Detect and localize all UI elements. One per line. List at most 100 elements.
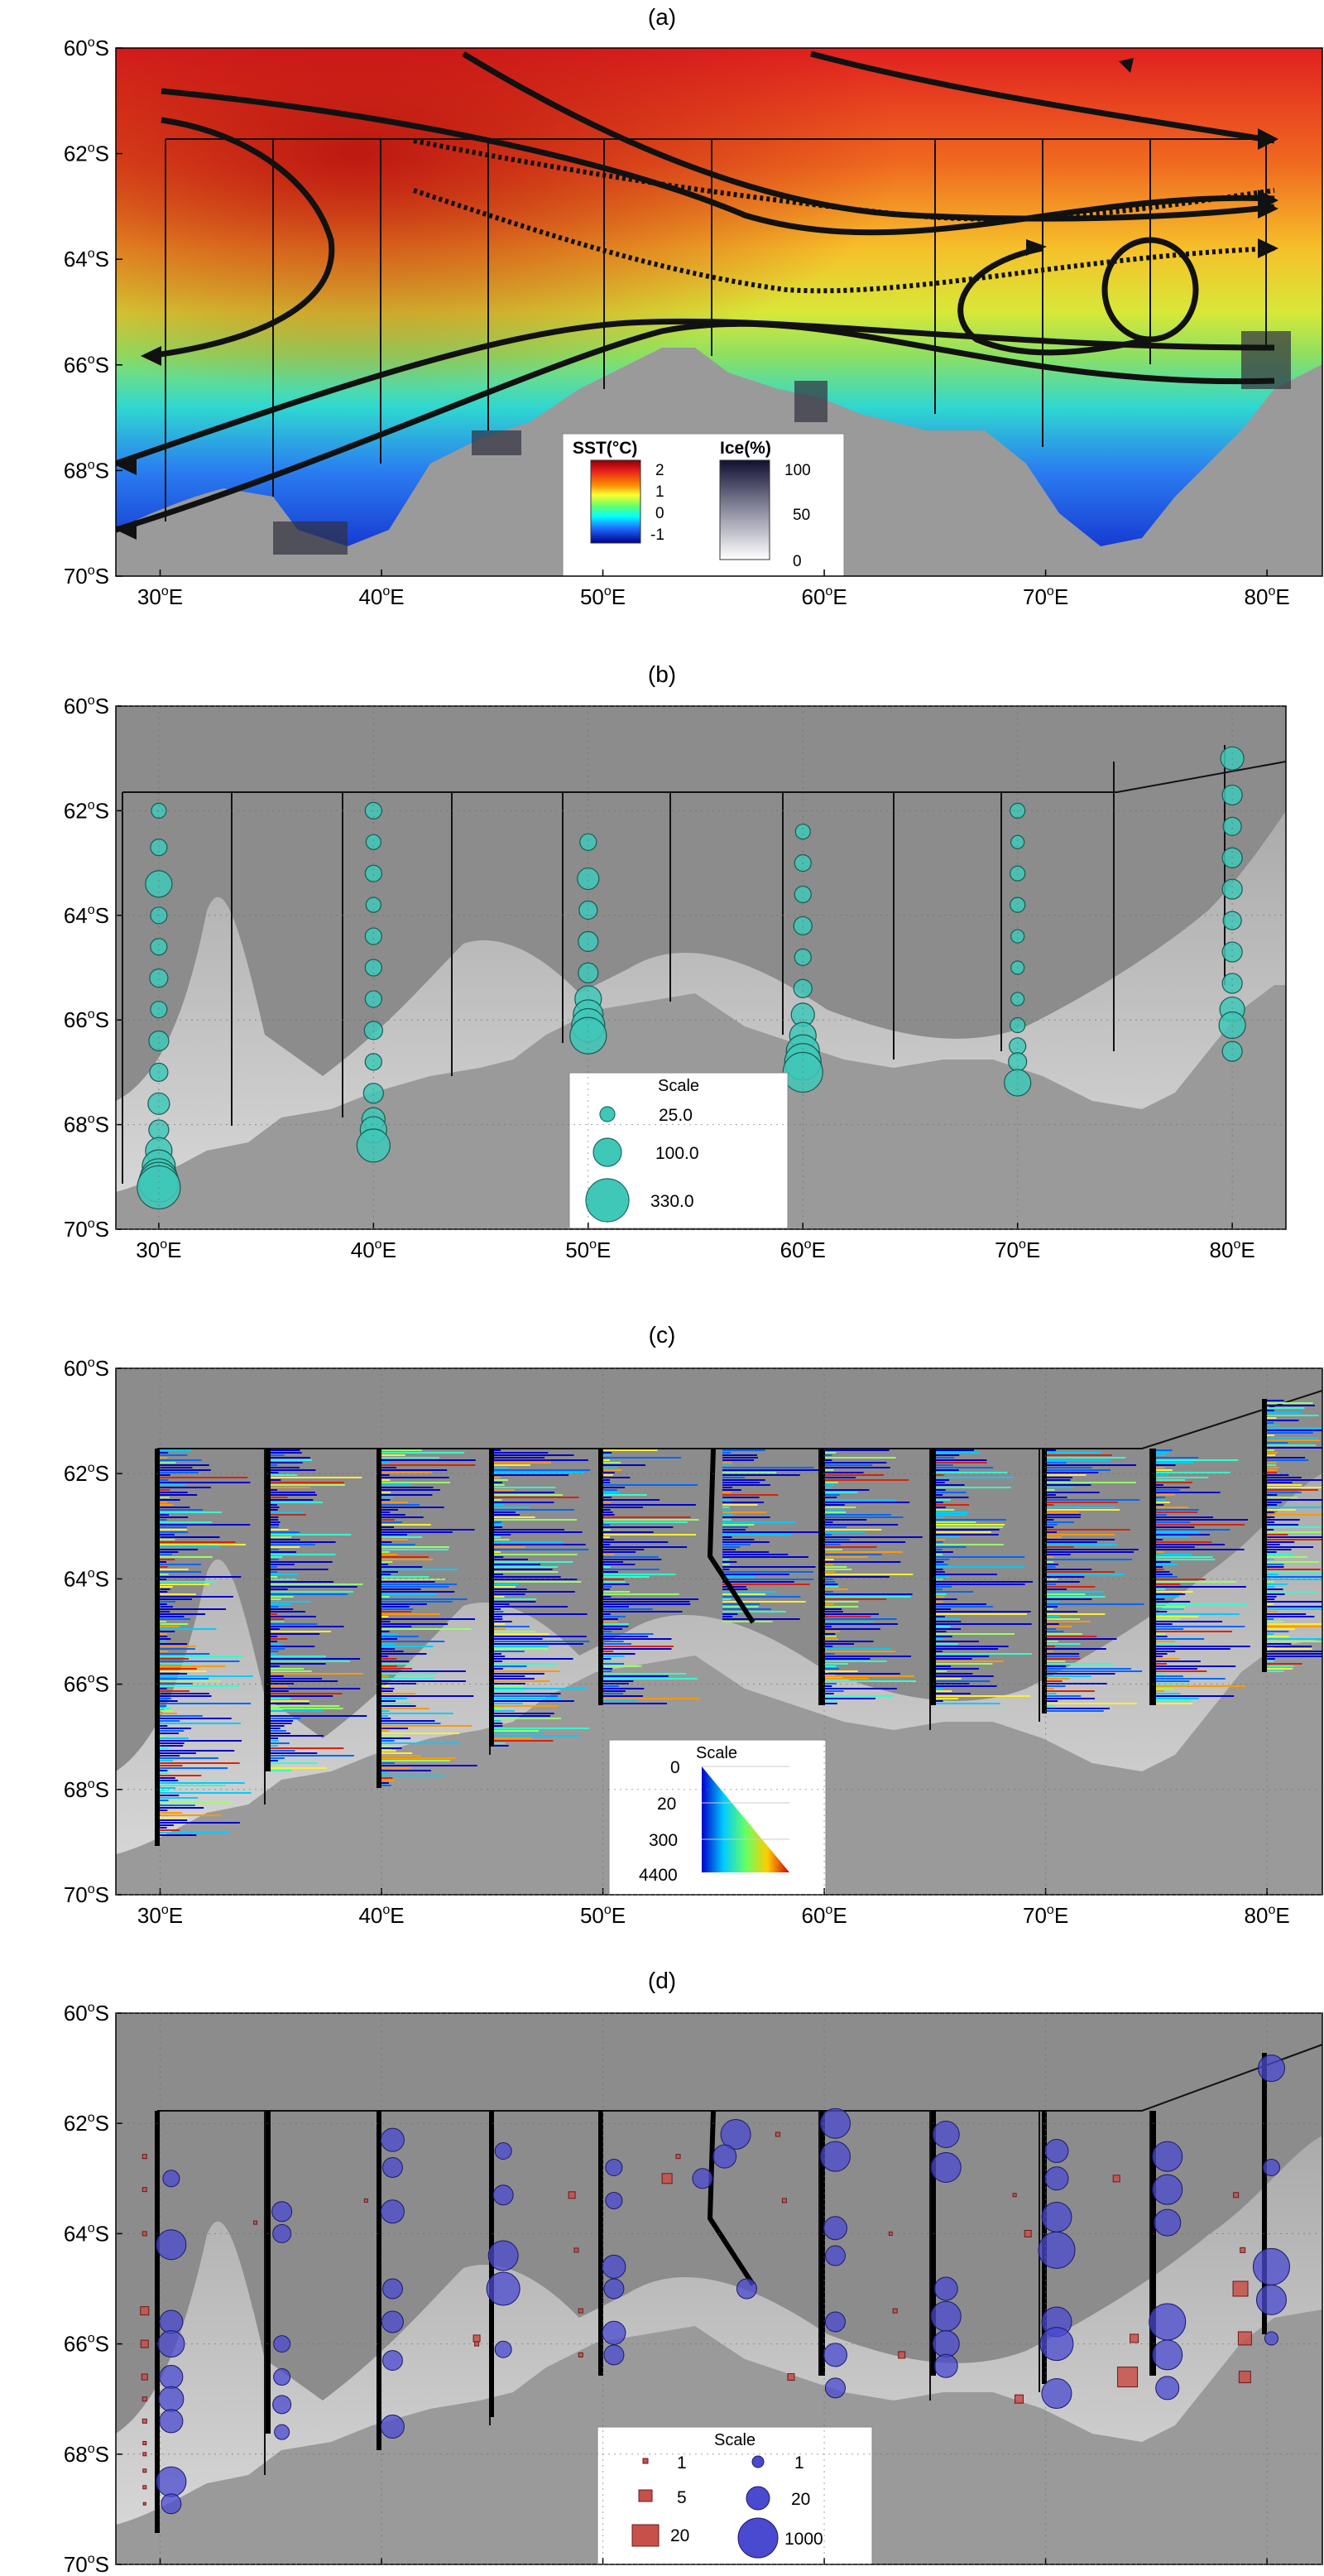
station-circle xyxy=(149,968,169,988)
abundance-circle xyxy=(159,2365,184,2390)
abundance-circle xyxy=(381,2310,404,2333)
legend-d-square-mid xyxy=(638,2489,653,2502)
x-tick-label: 60oE xyxy=(801,2573,847,2576)
abundance-square xyxy=(578,2308,583,2314)
abundance-square xyxy=(142,2502,146,2506)
panel-c-axes: 30oE 40oE 50oE 60oE 70oE 80oE 60oS 62oS 64oS 66oS… xyxy=(64,1356,1322,1928)
station-circle xyxy=(363,1021,383,1040)
sst-tick-1: 1 xyxy=(655,483,664,501)
ice-legend-title: Ice(%) xyxy=(720,439,771,458)
x-tick-label: 40oE xyxy=(358,1903,404,1928)
abundance-square xyxy=(781,2198,787,2204)
abundance-circle xyxy=(494,2340,512,2358)
station-circle xyxy=(1221,878,1243,900)
station-circle xyxy=(794,824,811,840)
panel-d: (d) xyxy=(64,1968,1323,2576)
x-tick-label: 40oE xyxy=(358,584,404,609)
panel-c-legend: Scale 0 20 300 4400 xyxy=(608,1739,827,1895)
station-circle xyxy=(1010,992,1025,1007)
x-tick-label: 60oE xyxy=(801,1903,847,1928)
x-tick-label: 70oE xyxy=(1023,584,1068,609)
abundance-square xyxy=(892,2308,898,2314)
abundance-circle xyxy=(933,2353,958,2378)
x-tick-label: 50oE xyxy=(580,584,626,609)
panel-d-tag: (d) xyxy=(648,1968,676,1993)
station-circle xyxy=(794,885,812,904)
x-tick-label: 80oE xyxy=(1245,584,1290,609)
y-tick-label: 68oS xyxy=(64,1113,109,1137)
abundance-circle xyxy=(494,2142,512,2160)
abundance-circle xyxy=(1038,2231,1076,2269)
abundance-circle xyxy=(720,2119,751,2151)
abundance-square xyxy=(568,2191,576,2199)
backscatter-transects xyxy=(160,1400,1322,1836)
station-circle xyxy=(365,834,381,850)
sst-tick-0: 2 xyxy=(655,462,664,479)
legend-b-item-0: 25.0 xyxy=(659,1106,693,1125)
legend-d-title: Scale xyxy=(714,2431,756,2449)
abundance-circle xyxy=(1039,2327,1074,2362)
abundance-circle xyxy=(1149,2303,1187,2341)
ice-tick-0: 100 xyxy=(784,462,811,479)
abundance-circle xyxy=(823,2216,847,2241)
abundance-circle xyxy=(271,2201,293,2223)
abundance-square xyxy=(141,2373,148,2381)
abundance-square xyxy=(888,2231,893,2236)
abundance-circle xyxy=(933,2276,958,2301)
station-circle xyxy=(794,948,812,966)
abundance-square xyxy=(142,2485,147,2490)
sst-tick-3: -1 xyxy=(650,526,664,544)
station-circle xyxy=(150,938,168,956)
legend-c-item-2: 300 xyxy=(649,1831,678,1850)
x-tick-label: 60oE xyxy=(780,1238,826,1262)
abundance-circle xyxy=(824,2245,846,2266)
abundance-circle xyxy=(1041,2201,1072,2232)
abundance-square xyxy=(1012,2193,1017,2198)
abundance-circle xyxy=(1264,2331,1278,2346)
abundance-square xyxy=(1237,2331,1252,2346)
y-tick-label: 70oS xyxy=(64,564,109,589)
abundance-circle xyxy=(692,2168,713,2189)
abundance-circle xyxy=(930,2300,962,2332)
x-tick-label: 80oE xyxy=(1245,2573,1290,2576)
y-tick-label: 64oS xyxy=(64,247,109,272)
abundance-circle xyxy=(1252,2247,1290,2285)
station-circle xyxy=(1010,834,1025,849)
y-tick-label: 70oS xyxy=(64,2552,109,2576)
y-tick-label: 62oS xyxy=(64,142,109,166)
station-circle xyxy=(577,867,600,891)
abundance-square xyxy=(1014,2394,1024,2404)
legend-c-item-0: 0 xyxy=(670,1758,680,1777)
legend-c-item-3: 4400 xyxy=(639,1866,678,1885)
legend-d-circle-large xyxy=(737,2517,779,2559)
x-tick-label: 30oE xyxy=(137,584,183,609)
panel-a-frame xyxy=(115,47,1323,577)
station-circle xyxy=(1222,816,1242,836)
abundance-circle xyxy=(605,2158,623,2176)
legend-b-item-2: 330.0 xyxy=(650,1192,694,1211)
station-circle xyxy=(579,833,597,851)
y-tick-label: 68oS xyxy=(64,2442,109,2467)
station-circle xyxy=(1010,865,1026,882)
x-tick-label: 40oE xyxy=(351,1238,396,1262)
abundance-square xyxy=(578,2352,583,2357)
abundance-circle xyxy=(162,2170,180,2188)
abundance-square xyxy=(1238,2371,1251,2384)
abundance-circle xyxy=(381,2156,403,2178)
x-tick-label: 70oE xyxy=(995,1238,1040,1262)
y-tick-label: 62oS xyxy=(64,2111,109,2136)
abundance-square xyxy=(142,2396,147,2402)
abundance-square xyxy=(661,2173,673,2184)
abundance-square xyxy=(1130,2333,1139,2343)
abundance-circle xyxy=(159,2409,184,2434)
abundance-square xyxy=(142,2440,147,2445)
x-tick-label: 30oE xyxy=(137,2573,183,2576)
abundance-circle xyxy=(1152,2141,1183,2172)
abundance-circle xyxy=(1044,2166,1069,2191)
station-circle xyxy=(148,1030,170,1052)
abundance-square xyxy=(363,2198,368,2203)
abundance-circle xyxy=(380,2415,405,2439)
legend-b-circle-large xyxy=(585,1178,630,1223)
abundance-square xyxy=(1112,2175,1120,2183)
abundance-circle xyxy=(492,2184,514,2206)
